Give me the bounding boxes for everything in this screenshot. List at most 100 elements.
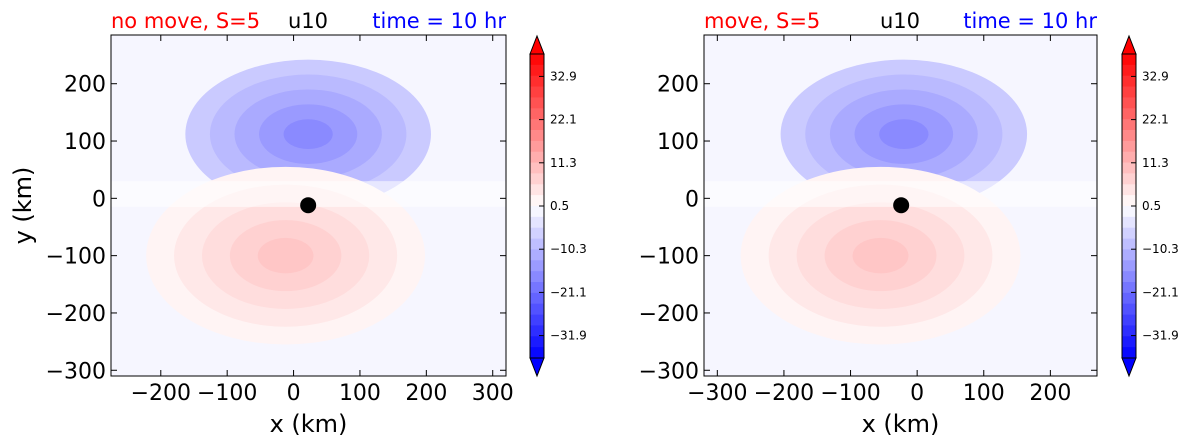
colorbar-band [530, 130, 544, 142]
y-tick-label: 100 [64, 130, 106, 155]
colorbar-tick-label: −10.3 [550, 242, 587, 256]
colorbar-band [1122, 173, 1136, 185]
colorbar-tick-label: −21.1 [550, 285, 587, 299]
colorbar-band [530, 75, 544, 87]
colorbar-band [1122, 86, 1136, 98]
colorbar: 32.9 22.1 11.3 0.5 −10.3 −21.1 −31.9 [1121, 34, 1179, 378]
colorbar-band [530, 173, 544, 185]
colorbar-band [530, 336, 544, 348]
colorbar-band [1122, 347, 1136, 359]
colorbar-tick-label: 22.1 [550, 113, 577, 127]
y-tick-label: 0 [92, 187, 106, 212]
positive-contour-level-5 [852, 237, 909, 274]
colorbar-band [1122, 184, 1136, 196]
colorbar-band [530, 97, 544, 109]
colorbar-band [530, 303, 544, 315]
colorbar-band [1122, 195, 1136, 207]
colorbar-band [530, 314, 544, 326]
colorbar-band [530, 238, 544, 250]
positive-contour-level-5 [257, 237, 314, 274]
colorbar-band [1122, 54, 1136, 66]
x-tick-label: 100 [339, 381, 381, 406]
colorbar-band [1122, 130, 1136, 142]
colorbar-band [530, 140, 544, 153]
x-axis-label: x (km) [270, 410, 348, 438]
colorbar-band [530, 108, 544, 120]
title-right: time = 10 hr [963, 9, 1097, 33]
y-tick-label: −200 [46, 302, 106, 327]
y-tick-label: 200 [64, 73, 106, 98]
x-tick-label: −100 [197, 381, 257, 406]
colorbar-tick-label: −31.9 [1142, 329, 1179, 343]
colorbar-band [1122, 206, 1136, 218]
colorbar-band [1122, 162, 1136, 174]
title-left: move, S=5 [704, 9, 820, 33]
y-axis-label: y (km) [9, 167, 37, 245]
y-tick-label: 100 [657, 130, 699, 155]
colorbar-tick-label: 11.3 [550, 156, 577, 170]
colorbar-band [530, 184, 544, 196]
colorbar-band [1122, 249, 1136, 261]
colorbar-band [530, 206, 544, 218]
colorbar-band [1122, 271, 1136, 283]
x-tick-label: −300 [687, 381, 747, 406]
y-axis-ticks: −300 −200 −100 0 100 200 [46, 73, 506, 384]
colorbar-bands [1122, 54, 1136, 359]
colorbar-band [530, 151, 544, 163]
negative-contour-level-5 [283, 119, 333, 150]
colorbar-band [1122, 119, 1136, 131]
colorbar-band [530, 325, 544, 337]
colorbar-tick-label: 22.1 [1142, 113, 1169, 127]
y-tick-label: 200 [657, 73, 699, 98]
colorbar-extend-min [529, 357, 545, 378]
storm-center-marker [300, 197, 317, 214]
y-tick-label: −100 [639, 245, 699, 270]
x-tick-label: −100 [820, 381, 880, 406]
colorbar-band [1122, 227, 1136, 239]
colorbar-band [530, 216, 544, 229]
panel-move: move, S=5 u10 time = 10 hr −300 −200 −100 0… [639, 9, 1179, 438]
colorbar-band [530, 347, 544, 359]
colorbar-extend-min [1121, 357, 1137, 378]
colorbar-band [530, 282, 544, 294]
y-tick-label: −100 [46, 245, 106, 270]
colorbar-band [530, 64, 544, 77]
colorbar-band [1122, 108, 1136, 120]
colorbar-band [1122, 325, 1136, 337]
title-center: u10 [288, 9, 328, 33]
colorbar-band [1122, 303, 1136, 315]
colorbar-band [530, 162, 544, 174]
y-tick-label: −300 [46, 359, 106, 384]
colorbar-band [1122, 292, 1136, 305]
colorbar-band [1122, 282, 1136, 294]
colorbar-tick-label: 0.5 [1142, 199, 1161, 213]
title-right: time = 10 hr [372, 9, 506, 33]
colorbar-bands [530, 54, 544, 359]
contour-field [111, 59, 506, 345]
colorbar-band [1122, 314, 1136, 326]
colorbar-tick-label: 11.3 [1142, 156, 1169, 170]
x-tick-label: −200 [131, 381, 191, 406]
negative-contour-level-5 [879, 119, 929, 150]
colorbar-band [1122, 260, 1136, 272]
title-center: u10 [880, 9, 920, 33]
colorbar-tick-label: −10.3 [1142, 242, 1179, 256]
colorbar-band [1122, 64, 1136, 77]
storm-center-marker [893, 197, 910, 214]
colorbar-extend-max [1121, 34, 1137, 55]
colorbar-tick-label: 0.5 [550, 199, 569, 213]
colorbar-band [1122, 75, 1136, 87]
x-axis-ticks: −200 −100 0 100 200 300 [131, 35, 514, 406]
x-tick-label: 0 [910, 381, 924, 406]
y-tick-label: −300 [639, 359, 699, 384]
colorbar-ticks: 32.9 22.1 11.3 0.5 −10.3 −21.1 −31.9 [539, 69, 587, 343]
x-tick-label: 200 [1029, 381, 1071, 406]
colorbar-band [1122, 140, 1136, 153]
colorbar-band [530, 119, 544, 131]
colorbar-tick-label: −31.9 [550, 329, 587, 343]
colorbar-band [1122, 151, 1136, 163]
x-tick-label: 100 [963, 381, 1005, 406]
colorbar-tick-label: −21.1 [1142, 285, 1179, 299]
colorbar-band [530, 54, 544, 66]
